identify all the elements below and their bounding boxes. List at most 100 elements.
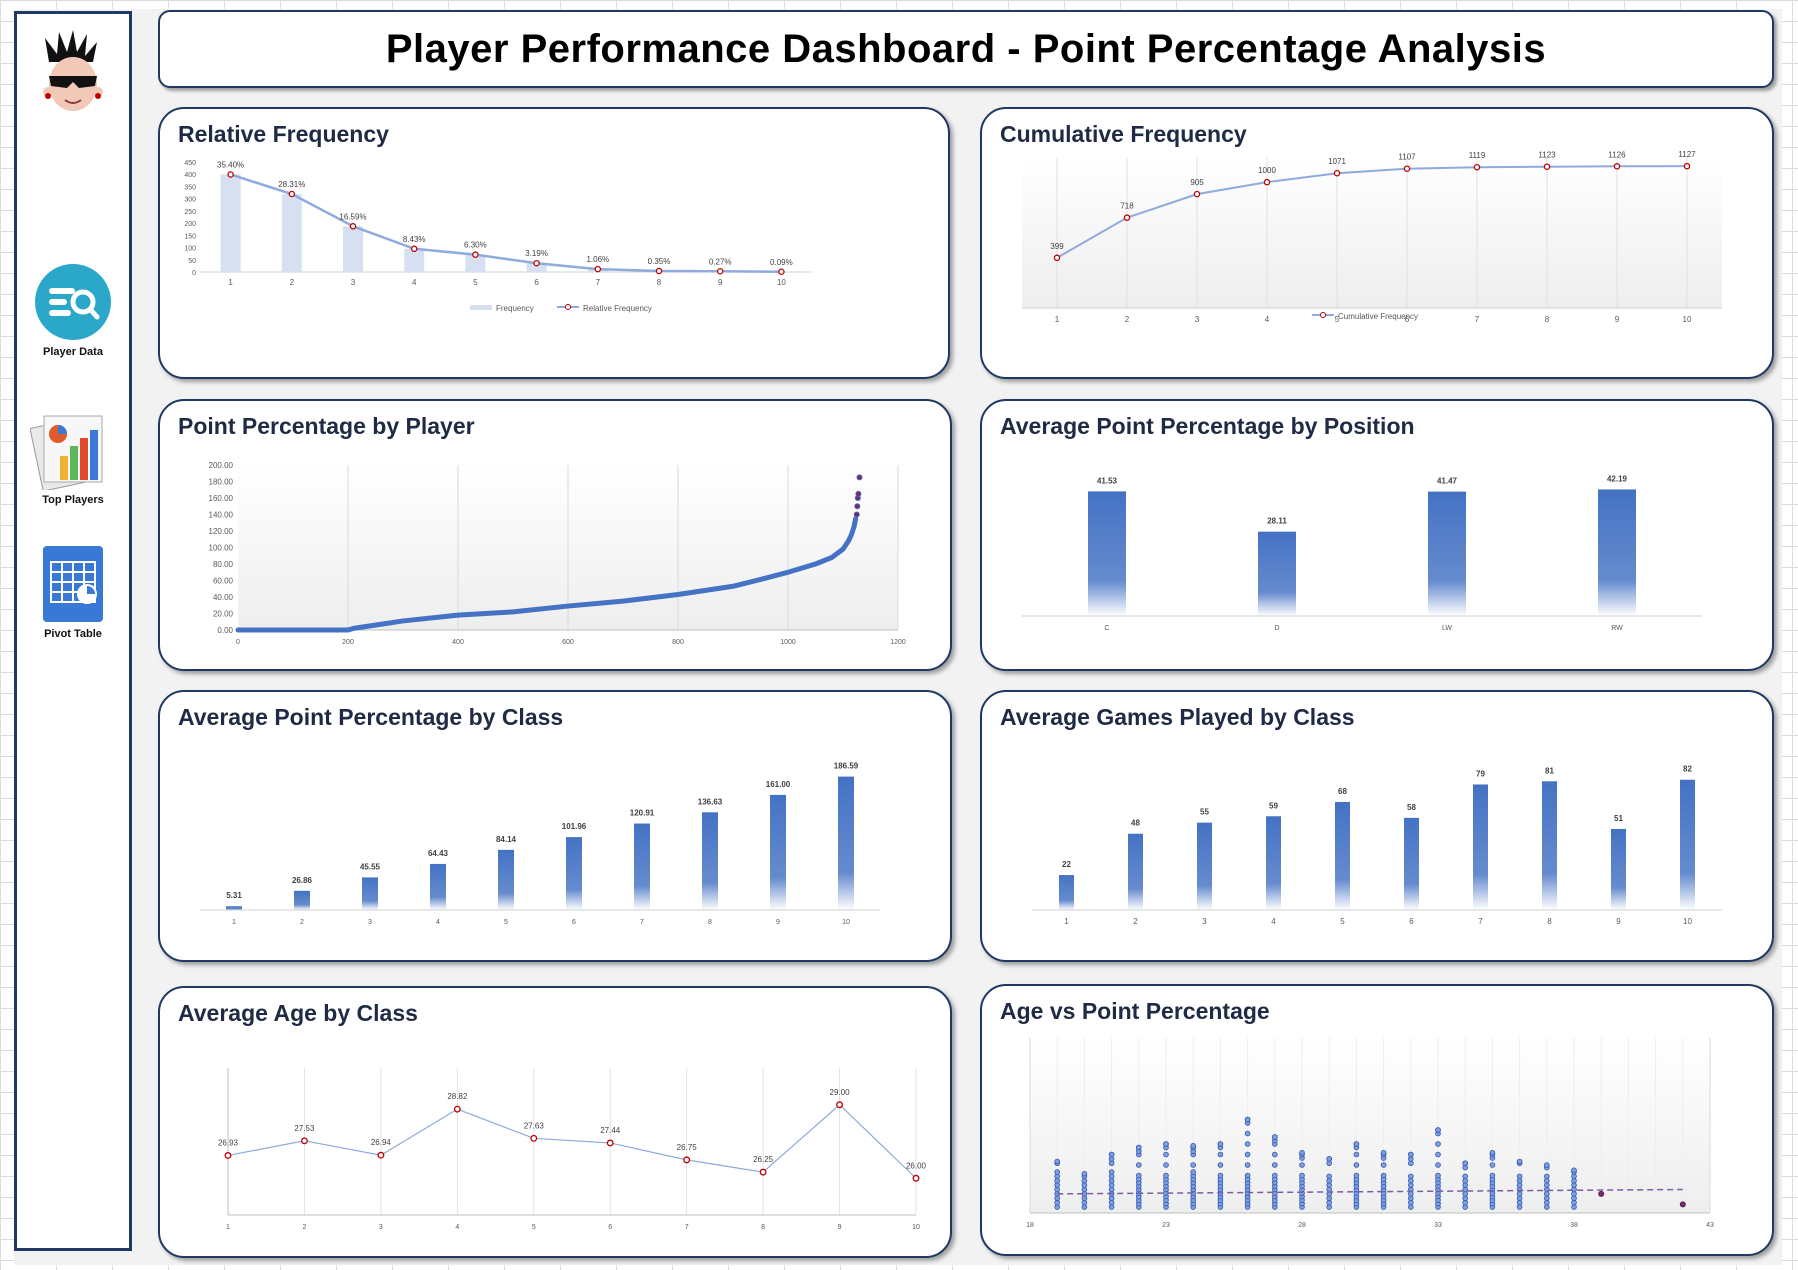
y-tick-label: 140.00 <box>209 511 234 520</box>
chart-avg-games-by-class: 22 1 48 2 55 3 59 4 68 5 58 6 79 7 81 8 51 9 82 10 <box>1032 765 1722 926</box>
trendline <box>1057 1188 1683 1195</box>
cumulative-frequency-point <box>1053 254 1061 262</box>
scatter-point <box>1163 1162 1169 1168</box>
x-tick-label: 4 <box>412 278 417 287</box>
frequency-bar <box>404 248 425 272</box>
data-label: 27.63 <box>524 1121 545 1130</box>
data-label: 27.53 <box>294 1124 315 1133</box>
chart-avg-age-by-class: 26.93 1 27.53 2 26.94 3 28.82 4 27.63 5 27.44 6 26.7… <box>218 1068 927 1231</box>
frequency-bar <box>343 226 363 272</box>
y-tick-label: 400 <box>184 172 196 179</box>
data-label: 45.55 <box>360 862 381 871</box>
scatter-point <box>1516 1158 1523 1165</box>
sidebar-item-pivot-table[interactable]: Pivot Table <box>17 544 129 640</box>
data-label: 0.09% <box>770 258 793 267</box>
panel-avg-point-pct-by-class: Average Point Percentage by Class 5.31 1 2… <box>158 690 952 962</box>
bar <box>362 877 378 910</box>
x-tick-label: 8 <box>761 1224 765 1231</box>
logo-mascot-icon <box>35 28 113 118</box>
x-tick-label: 6 <box>1409 917 1414 926</box>
scatter-point <box>1244 1151 1251 1158</box>
cumulative-frequency-line <box>1056 165 1688 259</box>
x-tick-label: 28 <box>1298 1222 1306 1229</box>
avg-age-point <box>606 1139 614 1147</box>
x-tick-label: 2 <box>290 278 295 287</box>
cumulative-frequency-point <box>1683 162 1691 170</box>
bar <box>1404 817 1419 910</box>
chart-title: Average Games Played by Class <box>1000 704 1355 730</box>
scatter-point <box>1217 1151 1224 1158</box>
data-label: 79 <box>1476 769 1485 778</box>
bar <box>1428 491 1466 616</box>
x-tick-label: 43 <box>1706 1222 1714 1229</box>
scatter-point <box>1380 1149 1387 1156</box>
data-label: 399 <box>1050 242 1064 251</box>
scatter-point <box>1108 1151 1115 1158</box>
scatter-point <box>1299 1162 1305 1168</box>
sidebar-item-top-players[interactable]: Top Players <box>17 408 129 506</box>
data-label: 186.59 <box>834 762 859 771</box>
chart-title: Point Percentage by Player <box>178 413 475 439</box>
avg-age-point <box>224 1152 232 1159</box>
sidebar-item-label: Top Players <box>42 494 104 506</box>
scatter-point <box>1163 1151 1169 1158</box>
x-tick-label: 23 <box>1162 1222 1170 1229</box>
y-tick-label: 250 <box>184 209 196 216</box>
scatter-point <box>1543 1162 1550 1168</box>
bar <box>1266 816 1281 910</box>
player-point-series <box>235 516 859 633</box>
plot-area <box>1022 157 1722 308</box>
scatter-point <box>1435 1172 1441 1179</box>
x-tick-label: RW <box>1611 625 1623 632</box>
data-label: 26.86 <box>292 876 313 885</box>
player-outlier-point <box>854 503 861 510</box>
panel-point-pct-by-player: Point Percentage by Player 0 200 400 600 800… <box>158 399 952 671</box>
y-tick-label: 60.00 <box>213 577 234 586</box>
y-tick-label: 100.00 <box>209 544 234 553</box>
y-tick-label: 0.00 <box>217 626 233 635</box>
scatter-point <box>1299 1172 1305 1179</box>
bar <box>430 863 446 910</box>
bar <box>1542 781 1557 910</box>
bar <box>1598 489 1636 616</box>
bar <box>1258 531 1296 616</box>
x-tick-label: 7 <box>596 278 601 287</box>
x-tick-label: 4 <box>1271 917 1276 926</box>
panel-relative-frequency: Relative Frequency 450 400 350 300 250 200 150… <box>158 107 950 379</box>
data-label: 42.19 <box>1607 474 1628 483</box>
y-tick-label: 200.00 <box>209 461 234 470</box>
sidebar-item-player-data[interactable]: Player Data <box>17 262 129 358</box>
y-tick-label: 120.00 <box>209 527 234 536</box>
scatter-point <box>1108 1169 1115 1175</box>
chart-title: Cumulative Frequency <box>1000 121 1247 147</box>
avg-age-point <box>912 1174 920 1182</box>
player-outlier-point <box>853 511 860 518</box>
relative-frequency-point <box>655 267 663 275</box>
data-label: 161.00 <box>766 780 791 789</box>
data-label: 28.82 <box>447 1092 468 1101</box>
data-label: 905 <box>1190 178 1204 187</box>
bar <box>634 823 650 910</box>
x-tick-label: 1 <box>226 1224 230 1231</box>
scatter-point <box>1217 1172 1224 1179</box>
avg-age-point <box>300 1137 308 1145</box>
scatter-point <box>1190 1162 1197 1168</box>
frequency-bar <box>220 174 241 272</box>
bar <box>566 837 582 910</box>
scatter-point <box>1244 1116 1251 1123</box>
data-label: 26.93 <box>218 1138 239 1147</box>
scatter-point <box>1435 1151 1441 1158</box>
x-tick-label: 5 <box>532 1224 536 1231</box>
y-tick-label: 180.00 <box>209 478 234 487</box>
bar <box>1473 784 1488 910</box>
scatter-point <box>1380 1162 1387 1168</box>
x-tick-label: 10 <box>912 1224 920 1231</box>
x-tick-label: 38 <box>1570 1222 1578 1229</box>
x-tick-label: 7 <box>1478 917 1483 926</box>
x-tick-label: 1000 <box>780 639 796 646</box>
scatter-point <box>1353 1151 1360 1158</box>
data-label: 718 <box>1120 202 1134 211</box>
relative-frequency-point <box>472 251 479 258</box>
x-tick-label: 1 <box>228 278 233 287</box>
x-tick-label: 5 <box>473 278 478 287</box>
